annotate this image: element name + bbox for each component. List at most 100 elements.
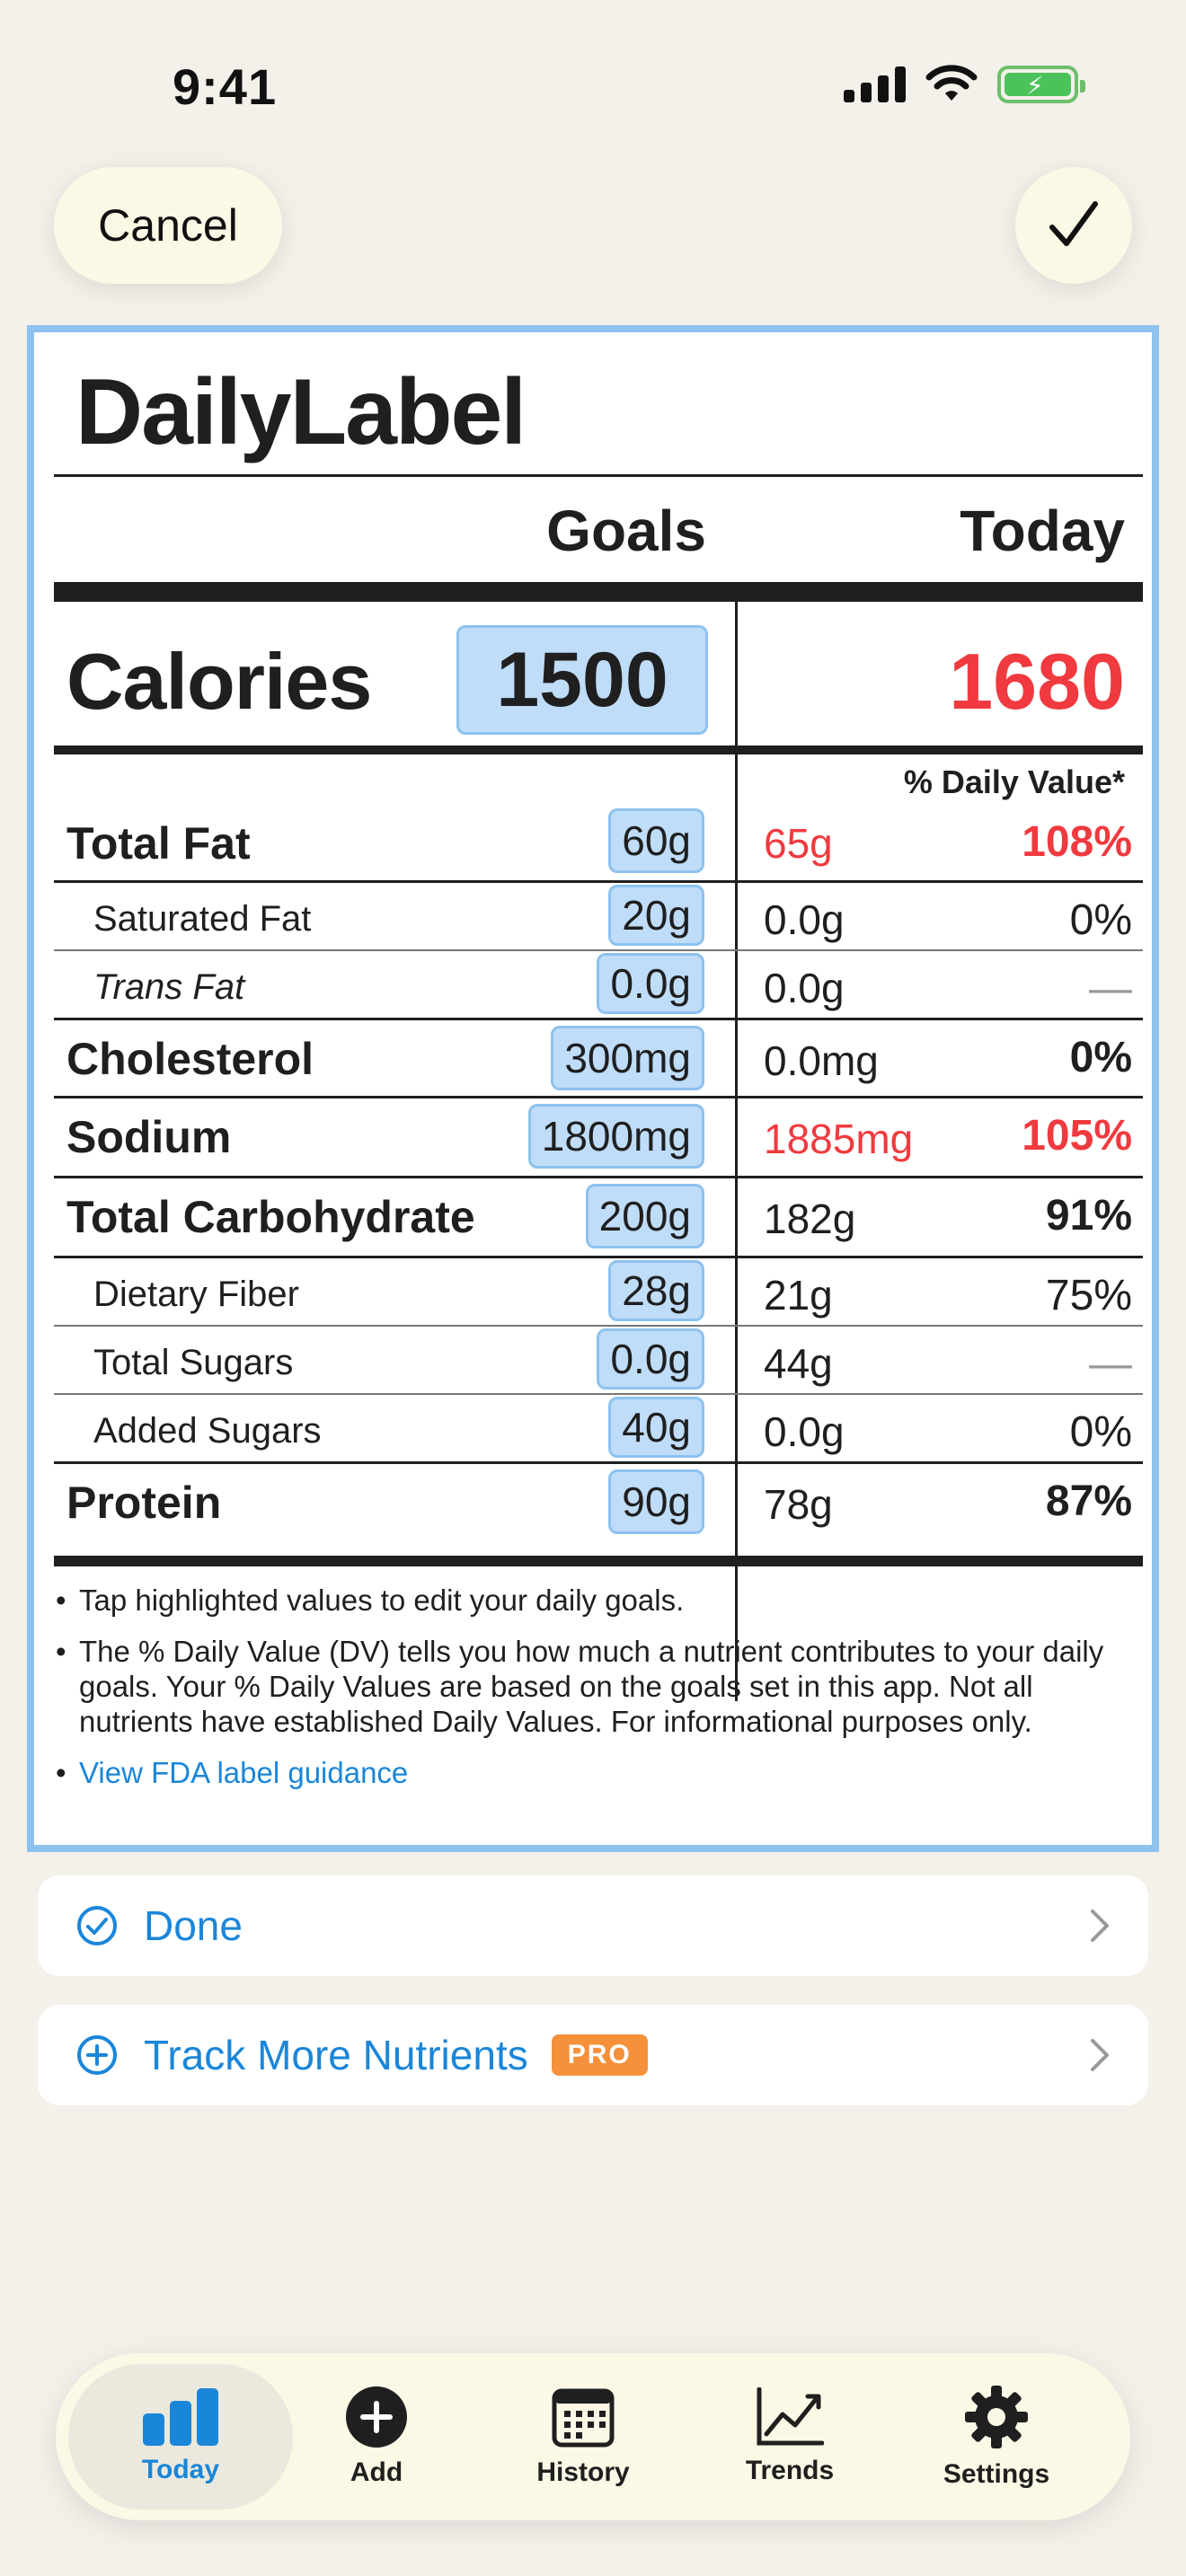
- tab-label: Settings: [943, 2459, 1050, 2489]
- today-value: 44g: [764, 1340, 833, 1387]
- today-value: 78g: [764, 1481, 833, 1528]
- cancel-button[interactable]: Cancel: [54, 167, 282, 284]
- thick-divider: [54, 1556, 1143, 1566]
- note-item: • The % Daily Value (DV) tells you how mu…: [56, 1634, 1143, 1739]
- done-row-button[interactable]: Done: [38, 1875, 1148, 1976]
- divider: [54, 1096, 1143, 1098]
- nutrient-name: Sodium: [66, 1112, 232, 1162]
- tab-trends[interactable]: Trends: [686, 2364, 893, 2510]
- goal-input[interactable]: 90g: [608, 1469, 704, 1534]
- goal-input[interactable]: 1800mg: [527, 1104, 704, 1169]
- divider: [54, 745, 1143, 754]
- plus-circle-filled-icon: [346, 2386, 407, 2448]
- tab-history[interactable]: History: [480, 2364, 686, 2510]
- tab-bar: Today Add History Trends: [56, 2353, 1130, 2520]
- divider: [54, 474, 1143, 477]
- today-value: 182g: [764, 1195, 856, 1242]
- done-label: Done: [144, 1902, 243, 1949]
- goal-input[interactable]: 20g: [608, 885, 704, 946]
- nutrient-name: Saturated Fat: [93, 899, 312, 939]
- tab-today[interactable]: Today: [68, 2364, 293, 2510]
- goal-input[interactable]: 200g: [585, 1184, 704, 1248]
- divider: [54, 1461, 1143, 1464]
- chevron-right-icon: [1091, 1910, 1109, 1942]
- nutrient-name: Total Sugars: [93, 1343, 294, 1382]
- column-header-today: Today: [960, 498, 1125, 563]
- percent-value: 108%: [1022, 818, 1132, 866]
- nutrient-row-total-fat: Total Fat 60g 65g 108%: [54, 807, 1143, 880]
- nutrient-row-sodium: Sodium 1800mg 1885mg 105%: [54, 1098, 1143, 1176]
- label-title: DailyLabel: [75, 360, 527, 464]
- cellular-signal-icon: [844, 66, 906, 102]
- calories-today-value: 1680: [949, 637, 1125, 726]
- percent-value: 75%: [1045, 1272, 1132, 1319]
- column-header-goals: Goals: [546, 498, 706, 563]
- note-item: • Tap highlighted values to edit your dai…: [56, 1584, 685, 1617]
- calories-label: Calories: [66, 637, 372, 726]
- nutrient-name: Dietary Fiber: [93, 1275, 299, 1314]
- nutrient-name: Trans Fat: [93, 967, 245, 1007]
- goal-input[interactable]: 60g: [608, 808, 704, 873]
- calendar-icon: [552, 2388, 615, 2448]
- wifi-icon: [925, 65, 978, 101]
- nutrient-name: Added Sugars: [93, 1411, 322, 1451]
- goal-input[interactable]: 40g: [608, 1397, 704, 1458]
- plus-circle-icon: [77, 2035, 117, 2075]
- goal-input[interactable]: 28g: [608, 1260, 704, 1321]
- battery-charging-icon: ⚡: [997, 66, 1085, 103]
- tab-label: Today: [141, 2455, 220, 2484]
- today-value: 0.0mg: [764, 1037, 879, 1084]
- note-text: Tap highlighted values to edit your dail…: [79, 1584, 685, 1617]
- label-notes: • Tap highlighted values to edit your dai…: [56, 1583, 1143, 1806]
- nutrient-row-protein: Protein 90g 78g 87%: [54, 1464, 1143, 1541]
- nutrient-row-dietary-fiber: Dietary Fiber 28g 21g 75%: [54, 1258, 1143, 1325]
- gear-icon: [965, 2386, 1028, 2448]
- chevron-right-icon: [1091, 2039, 1109, 2071]
- note-item: • View FDA label guidance: [56, 1756, 409, 1789]
- goal-input[interactable]: 0.0g: [597, 953, 704, 1014]
- today-value: 0.0g: [764, 1408, 845, 1455]
- tab-label: History: [536, 2457, 630, 2487]
- today-value: 65g: [764, 820, 833, 867]
- percent-value: 91%: [1045, 1192, 1132, 1239]
- tab-label: Add: [350, 2457, 403, 2487]
- checkmark-icon: [1049, 201, 1098, 246]
- calories-goal-input[interactable]: 1500: [456, 625, 708, 735]
- tab-add[interactable]: Add: [273, 2364, 480, 2510]
- divider: [54, 1176, 1143, 1178]
- divider: [54, 1018, 1143, 1020]
- confirm-button[interactable]: [1015, 167, 1132, 284]
- nutrient-row-total-carbohydrate: Total Carbohydrate 200g 182g 91%: [54, 1178, 1143, 1256]
- today-value: 0.0g: [764, 965, 845, 1011]
- divider: [54, 949, 1143, 951]
- checkmark-circle-icon: [77, 1906, 117, 1945]
- nutrition-label: DailyLabel Goals Today Calories 1500 168…: [27, 325, 1159, 1852]
- percent-value: 0%: [1069, 1034, 1132, 1081]
- track-more-label: Track More Nutrients: [144, 2032, 528, 2078]
- nutrient-name: Total Carbohydrate: [66, 1192, 475, 1242]
- pro-badge: PRO: [551, 2034, 648, 2076]
- goal-input[interactable]: 300mg: [551, 1026, 704, 1090]
- tab-label: Trends: [745, 2456, 835, 2485]
- goal-input[interactable]: 0.0g: [597, 1328, 704, 1389]
- percent-value: —: [1089, 965, 1132, 1012]
- status-time: 9:41: [173, 58, 278, 115]
- fda-guidance-link[interactable]: View FDA label guidance: [79, 1756, 409, 1789]
- track-more-nutrients-button[interactable]: Track More Nutrients PRO: [38, 2005, 1148, 2105]
- nutrient-row-total-sugars: Total Sugars 0.0g 44g —: [54, 1327, 1143, 1393]
- nutrient-row-trans-fat: Trans Fat 0.0g 0.0g —: [54, 951, 1143, 1018]
- thick-divider: [54, 582, 1143, 602]
- nutrient-name: Cholesterol: [66, 1034, 314, 1084]
- daily-value-header: % Daily Value*: [903, 763, 1125, 800]
- note-text: The % Daily Value (DV) tells you how muc…: [79, 1635, 1104, 1738]
- nutrient-row-saturated-fat: Saturated Fat 20g 0.0g 0%: [54, 883, 1143, 949]
- divider: [54, 880, 1143, 883]
- today-value: 0.0g: [764, 896, 845, 943]
- nutrient-name: Protein: [66, 1478, 222, 1528]
- today-value: 21g: [764, 1272, 833, 1319]
- tab-settings[interactable]: Settings: [893, 2364, 1100, 2510]
- percent-value: 0%: [1069, 896, 1132, 944]
- status-icons: ⚡: [844, 65, 1085, 104]
- nutrient-row-cholesterol: Cholesterol 300mg 0.0mg 0%: [54, 1020, 1143, 1096]
- divider: [54, 1256, 1143, 1258]
